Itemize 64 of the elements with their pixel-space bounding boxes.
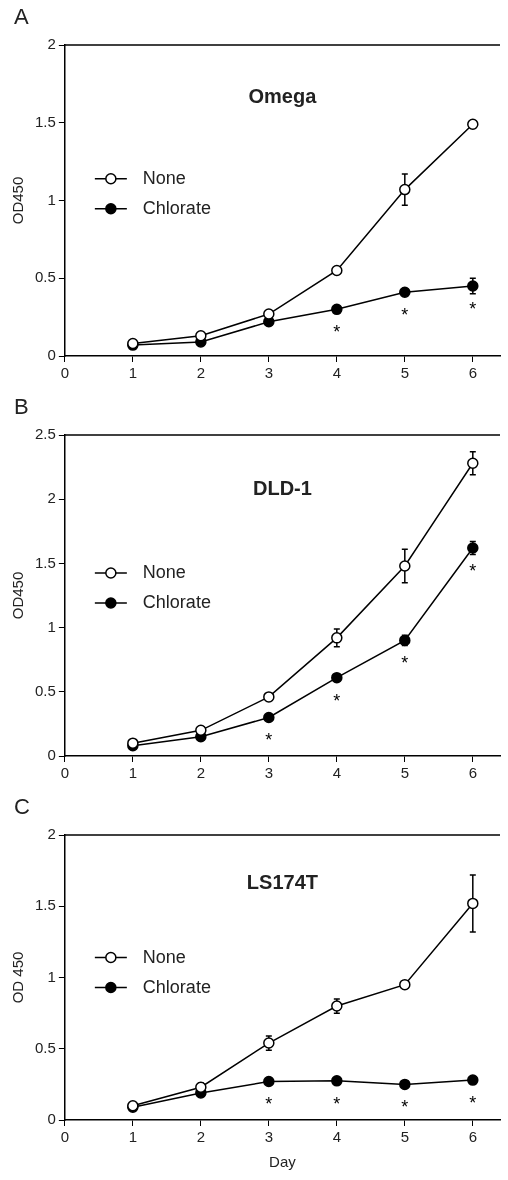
y-tick-label: 1 [47,967,56,985]
y-tick-label: 1 [47,190,56,208]
legend-label: Chlorate [142,976,211,997]
x-tick-label: 1 [128,364,138,382]
x-tick-label: 6 [468,1128,477,1146]
x-tick-label: 0 [60,1128,70,1146]
text: C [14,794,30,820]
y-tick-label: 2 [47,489,56,507]
x-tick-label: 1 [128,764,138,782]
text: LS174T [246,870,318,893]
y-axis-title: OD 450 [9,951,27,1004]
annotation: * [265,730,273,751]
y-axis-title: OD450 [9,176,27,225]
y-tick-label: 2 [47,35,56,53]
x-axis-title: Day [269,1153,297,1171]
annotation: * [333,690,341,711]
x-tick-label: 5 [400,364,409,382]
x-tick-label: 6 [468,764,477,782]
text: DLD-1 [252,477,312,500]
x-tick-label: 1 [128,1128,138,1146]
x-tick-label: 4 [332,364,341,382]
annotation: * [469,298,477,319]
y-tick-label: 0 [47,346,56,364]
annotation: * [401,305,409,326]
x-tick-label: 6 [468,364,477,382]
y-axis-title: OD450 [9,571,27,620]
x-tick-label: 5 [400,1128,409,1146]
y-tick-label: 1.5 [34,553,56,571]
x-tick-label: 4 [332,1128,341,1146]
y-tick-label: 0 [47,1110,56,1128]
y-tick-label: 1.5 [34,896,56,914]
text: Omega [248,85,318,108]
legend-label: None [142,562,186,582]
text: A [14,4,29,30]
text: B [14,394,29,420]
legend-label: None [142,946,186,967]
y-tick-label: 1 [47,617,56,635]
x-tick-label: 5 [400,764,409,782]
annotation: * [469,1093,477,1114]
x-tick-label: 0 [60,364,70,382]
y-tick-label: 0 [47,746,56,764]
y-tick-label: 1.5 [34,112,56,130]
x-tick-label: 0 [60,764,70,782]
x-tick-label: 4 [332,764,341,782]
x-tick-label: 3 [264,364,273,382]
y-tick-label: 0.5 [34,681,56,699]
annotation: * [333,1093,341,1114]
y-tick-label: 0.5 [34,268,56,286]
y-tick-label: 2.5 [34,425,56,443]
y-tick-label: 0.5 [34,1038,56,1056]
annotation: * [469,560,477,581]
legend-label: Chlorate [142,197,211,218]
x-tick-label: 2 [196,364,206,382]
x-tick-label: 2 [196,1128,206,1146]
annotation: * [265,1094,273,1115]
x-tick-label: 3 [264,1128,273,1146]
x-tick-label: 3 [264,764,273,782]
annotation: * [333,322,341,343]
legend-label: None [142,167,186,188]
legend-label: Chlorate [142,592,211,612]
annotation: * [401,1097,409,1118]
annotation: * [401,653,409,674]
x-tick-label: 2 [196,764,206,782]
y-tick-label: 2 [47,825,56,843]
